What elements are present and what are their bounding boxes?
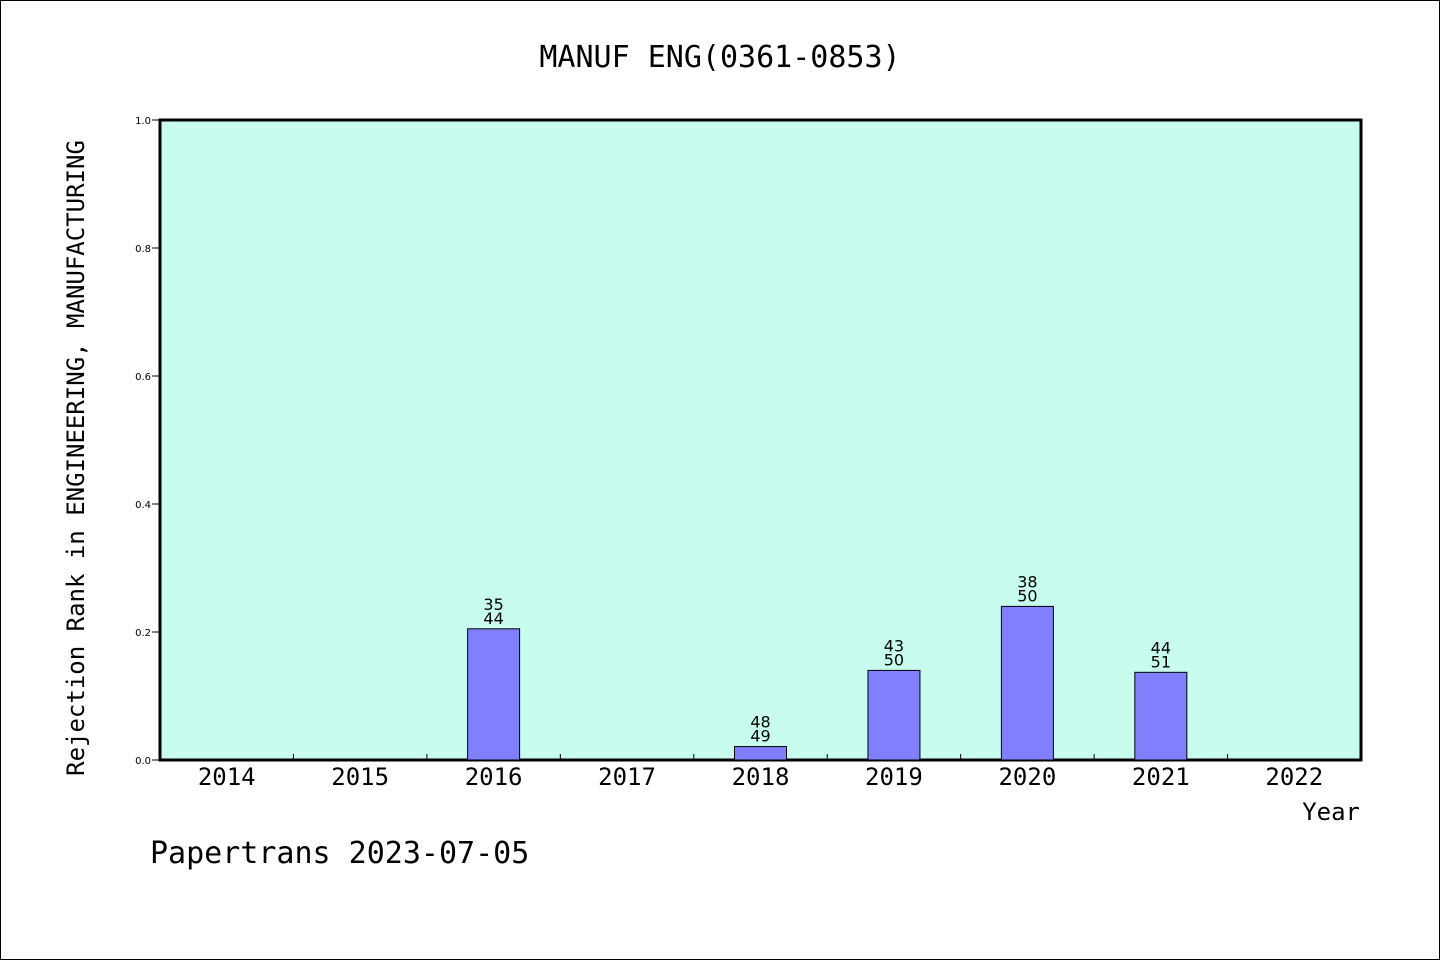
chart-title: MANUF ENG(0361-0853): [539, 40, 900, 75]
bar-label-top: 35: [483, 595, 503, 614]
x-tick-label: 2014: [198, 763, 256, 791]
y-tick-label: 1.0: [135, 116, 151, 127]
y-tick-label: 0.4: [135, 500, 151, 511]
bar-label-bottom: 51: [1151, 652, 1171, 671]
bar-2019: [867, 669, 921, 761]
bar-label-bottom: 50: [884, 650, 904, 669]
bar-2021: [1134, 671, 1188, 761]
bar-2016: [467, 628, 521, 761]
x-tick-label: 2019: [865, 763, 923, 791]
bars: [467, 605, 1188, 761]
x-axis-ticks: 2014 2015 2016 2017 2018 2019 2020 2021 2022: [198, 754, 1323, 791]
x-tick-label: 2021: [1132, 763, 1190, 791]
y-axis-label: Rejection Rank in ENGINEERING, MANUFACTU…: [62, 140, 90, 776]
bar-label-top: 38: [1017, 572, 1037, 591]
y-axis-ticks: 0.0 0.2 0.4 0.6 0.8 1.0: [135, 116, 160, 767]
x-tick-label: 2022: [1265, 763, 1323, 791]
x-tick-label: 2015: [331, 763, 389, 791]
x-tick-label: 2017: [598, 763, 656, 791]
x-tick-label: 2020: [998, 763, 1056, 791]
y-tick-label: 0.6: [135, 372, 151, 383]
x-axis-label: Year: [1302, 798, 1360, 826]
bar-2018: [734, 746, 787, 761]
plot-area: [158, 118, 1363, 762]
bar-label-top: 44: [1151, 638, 1171, 657]
x-tick-label: 2016: [465, 763, 523, 791]
bar-label-bottom: 44: [483, 609, 503, 628]
y-tick-label: 0.2: [135, 628, 151, 639]
bar-label-bottom: 49: [750, 727, 770, 746]
y-tick-label: 0.0: [135, 756, 151, 767]
footer-timestamp: Papertrans 2023-07-05: [150, 836, 529, 871]
y-tick-label: 0.8: [135, 244, 151, 255]
bar-label-bottom: 50: [1017, 586, 1037, 605]
bar-label-top: 43: [884, 636, 904, 655]
bar-2020: [1000, 605, 1054, 761]
bar-label-top: 48: [750, 713, 770, 732]
x-tick-label: 2018: [732, 763, 790, 791]
